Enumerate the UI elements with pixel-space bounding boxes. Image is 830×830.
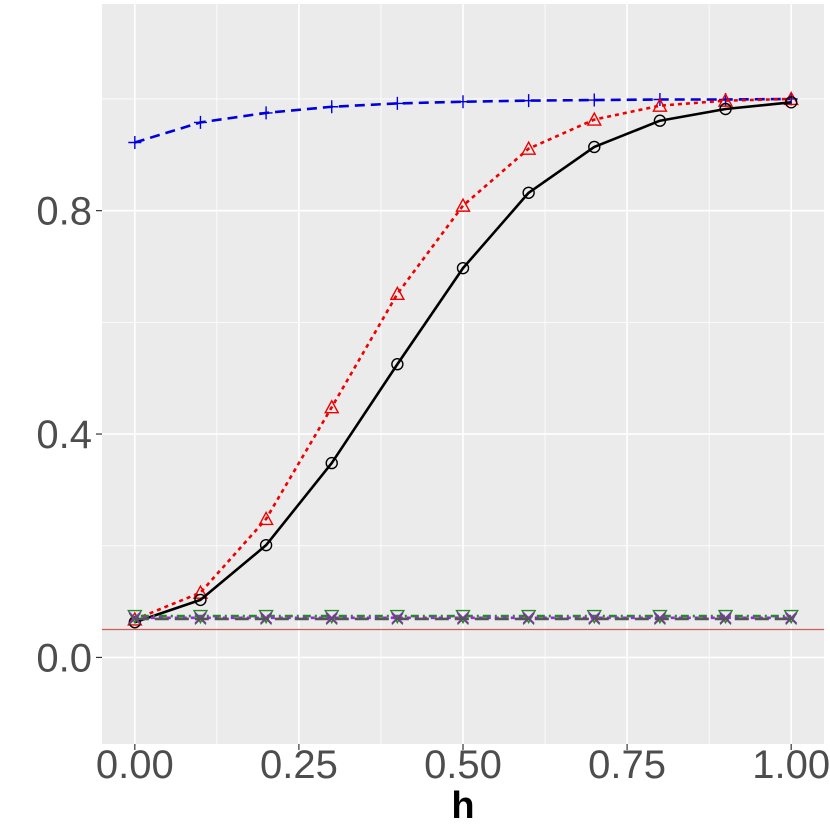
data-point (391, 612, 404, 625)
data-point (522, 186, 535, 199)
series-2 (127, 90, 799, 626)
y-tick-label: 0.0 (36, 636, 92, 680)
x-axis-title: h (451, 785, 474, 827)
data-point (259, 538, 273, 552)
data-point (717, 92, 734, 107)
data-point (389, 285, 406, 301)
data-point (719, 612, 732, 625)
data-point (192, 584, 209, 599)
data-point (588, 612, 601, 625)
data-point (260, 612, 273, 625)
series-line (134, 97, 792, 144)
data-point (520, 140, 537, 155)
x-axis: 0.00 0.25 0.50 0.75 1.00 (96, 743, 830, 787)
series-3 (128, 96, 798, 629)
series-layer (127, 90, 799, 629)
y-tick-label: 0.8 (36, 190, 92, 234)
data-point (128, 136, 142, 150)
data-point (587, 93, 601, 107)
data-point (259, 106, 273, 120)
data-point (784, 96, 798, 109)
data-point (324, 399, 340, 414)
data-point (325, 612, 338, 625)
data-point (455, 197, 471, 212)
data-point (325, 611, 338, 624)
data-point (456, 261, 470, 275)
data-point (719, 102, 732, 116)
series-line (134, 101, 792, 624)
data-point (652, 97, 668, 112)
data-point (456, 95, 470, 109)
data-point (128, 612, 141, 625)
series-line (134, 97, 792, 621)
data-point (653, 612, 666, 625)
x-tick-label: 1.00 (752, 743, 830, 787)
y-tick-label: 0.4 (36, 413, 92, 457)
x-tick-label: 0.75 (588, 743, 666, 787)
data-point (194, 612, 207, 625)
data-point (457, 612, 469, 625)
data-point (194, 593, 207, 607)
data-point (586, 111, 602, 126)
series-6 (128, 612, 798, 625)
x-tick-label: 0.50 (424, 743, 502, 787)
x-tick-label: 0.25 (260, 743, 338, 787)
data-point (193, 115, 207, 129)
x-tick-label: 0.00 (96, 743, 174, 787)
data-point (588, 611, 601, 624)
data-point (588, 140, 601, 154)
data-point (653, 114, 667, 127)
data-point (390, 96, 404, 110)
data-point (785, 611, 798, 624)
data-point (258, 510, 274, 526)
data-point (128, 611, 141, 624)
y-axis: 0.0 0.4 0.8 (36, 190, 102, 680)
data-point (522, 94, 536, 108)
data-point (325, 100, 339, 114)
data-point (325, 456, 338, 470)
data-point (522, 612, 535, 625)
data-point (391, 358, 404, 371)
data-point (785, 612, 798, 625)
